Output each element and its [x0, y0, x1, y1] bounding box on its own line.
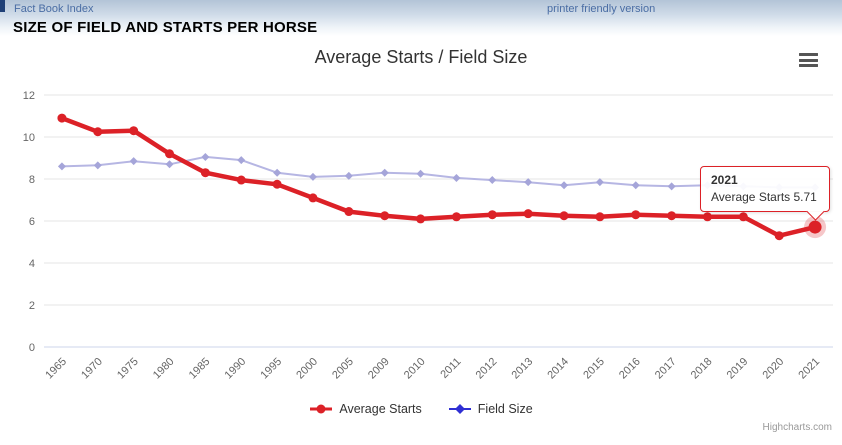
data-point-average-starts[interactable]	[129, 126, 139, 136]
data-point-average-starts[interactable]	[595, 212, 605, 222]
x-tick-label: 2005	[330, 356, 356, 382]
x-tick-label: 2011	[438, 356, 463, 381]
data-point-average-starts[interactable]	[487, 210, 497, 220]
x-tick-label: 2014	[545, 356, 571, 382]
data-point-average-starts[interactable]	[272, 179, 282, 189]
x-tick-label: 2015	[581, 356, 607, 382]
data-point-average-starts[interactable]	[559, 211, 569, 221]
data-point-average-starts[interactable]	[738, 212, 748, 222]
data-point-field-size[interactable]	[595, 178, 604, 187]
data-point-average-starts[interactable]	[808, 220, 822, 234]
x-tick-label: 2012	[474, 356, 500, 382]
data-point-field-size[interactable]	[344, 171, 353, 180]
data-point-field-size[interactable]	[488, 176, 497, 185]
data-point-average-starts[interactable]	[57, 113, 67, 123]
hamburger-bar	[799, 58, 818, 62]
hamburger-bar	[799, 53, 818, 56]
x-tick-label: 1970	[79, 356, 105, 382]
y-tick-label: 2	[29, 300, 35, 312]
data-point-average-starts[interactable]	[702, 212, 712, 222]
data-point-average-starts[interactable]	[631, 210, 641, 220]
x-tick-label: 2019	[725, 356, 751, 382]
corner-decoration	[0, 0, 5, 12]
data-point-average-starts[interactable]	[774, 231, 784, 241]
data-point-average-starts[interactable]	[165, 149, 175, 159]
tooltip-value: Average Starts 5.71	[711, 190, 817, 204]
data-point-field-size[interactable]	[667, 182, 676, 191]
y-tick-label: 6	[29, 216, 35, 228]
fact-book-index-link[interactable]: Fact Book Index	[14, 3, 94, 15]
x-tick-label: 2018	[689, 356, 715, 382]
data-point-average-starts[interactable]	[380, 211, 390, 221]
data-point-average-starts[interactable]	[308, 193, 318, 203]
x-tick-label: 2017	[653, 356, 679, 382]
data-point-average-starts[interactable]	[344, 207, 354, 217]
highcharts-credits[interactable]: Highcharts.com	[762, 422, 832, 433]
legend-label: Average Starts	[339, 402, 422, 416]
y-tick-label: 12	[23, 90, 35, 102]
data-point-field-size[interactable]	[560, 181, 569, 190]
chart-tooltip: 2021 Average Starts 5.71	[700, 166, 830, 221]
data-point-field-size[interactable]	[380, 168, 389, 177]
x-tick-label: 2010	[402, 356, 428, 382]
page-title: SIZE OF FIELD AND STARTS PER HORSE	[13, 19, 318, 36]
legend-label: Field Size	[477, 402, 533, 416]
data-point-field-size[interactable]	[93, 161, 102, 170]
x-tick-label: 2000	[294, 356, 320, 382]
tooltip-year: 2021	[711, 173, 738, 187]
data-point-field-size[interactable]	[237, 156, 246, 165]
data-point-average-starts[interactable]	[667, 211, 677, 221]
data-point-field-size[interactable]	[452, 173, 461, 182]
average-starts-legend-marker	[310, 404, 333, 414]
data-point-average-starts[interactable]	[523, 209, 533, 219]
chart-legend: Average Starts Field Size	[0, 402, 842, 416]
data-point-average-starts[interactable]	[236, 175, 246, 185]
data-point-average-starts[interactable]	[200, 168, 210, 178]
x-tick-label: 2009	[366, 356, 392, 382]
data-point-field-size[interactable]	[524, 178, 533, 187]
data-point-average-starts[interactable]	[451, 212, 461, 222]
chart-export-menu-icon[interactable]	[799, 53, 818, 70]
x-tick-label: 1965	[43, 356, 69, 382]
y-tick-label: 0	[29, 342, 35, 354]
x-tick-label: 1990	[223, 356, 249, 382]
x-tick-label: 2020	[761, 356, 787, 382]
data-point-field-size[interactable]	[129, 157, 138, 166]
legend-item-average-starts[interactable]: Average Starts	[309, 402, 422, 416]
data-point-field-size[interactable]	[57, 162, 66, 171]
data-point-average-starts[interactable]	[93, 127, 103, 137]
printer-friendly-link[interactable]: printer friendly version	[547, 3, 656, 15]
data-point-field-size[interactable]	[201, 152, 210, 161]
x-tick-label: 1985	[187, 356, 213, 382]
y-tick-label: 8	[29, 174, 35, 186]
data-point-field-size[interactable]	[416, 169, 425, 178]
data-point-field-size[interactable]	[165, 160, 174, 169]
x-tick-label: 1995	[258, 356, 284, 382]
data-point-field-size[interactable]	[631, 181, 640, 190]
y-tick-label: 4	[29, 258, 35, 270]
x-tick-label: 2021	[796, 356, 822, 382]
chart-title: Average Starts / Field Size	[314, 47, 528, 67]
x-tick-label: 2013	[509, 356, 535, 382]
data-point-average-starts[interactable]	[416, 214, 426, 224]
field-size-legend-marker	[448, 404, 471, 414]
x-tick-label: 1980	[151, 356, 177, 382]
data-point-field-size[interactable]	[308, 172, 317, 181]
x-tick-label: 2016	[617, 356, 643, 382]
legend-item-field-size[interactable]: Field Size	[448, 402, 533, 416]
data-point-field-size[interactable]	[273, 168, 282, 177]
y-tick-label: 10	[23, 132, 35, 144]
site-header: Fact Book Index printer friendly version	[0, 0, 842, 36]
hamburger-bar	[799, 64, 818, 67]
series-line-field-size	[60, 155, 817, 189]
series-line-average-starts	[59, 115, 818, 238]
x-tick-label: 1975	[115, 356, 141, 382]
